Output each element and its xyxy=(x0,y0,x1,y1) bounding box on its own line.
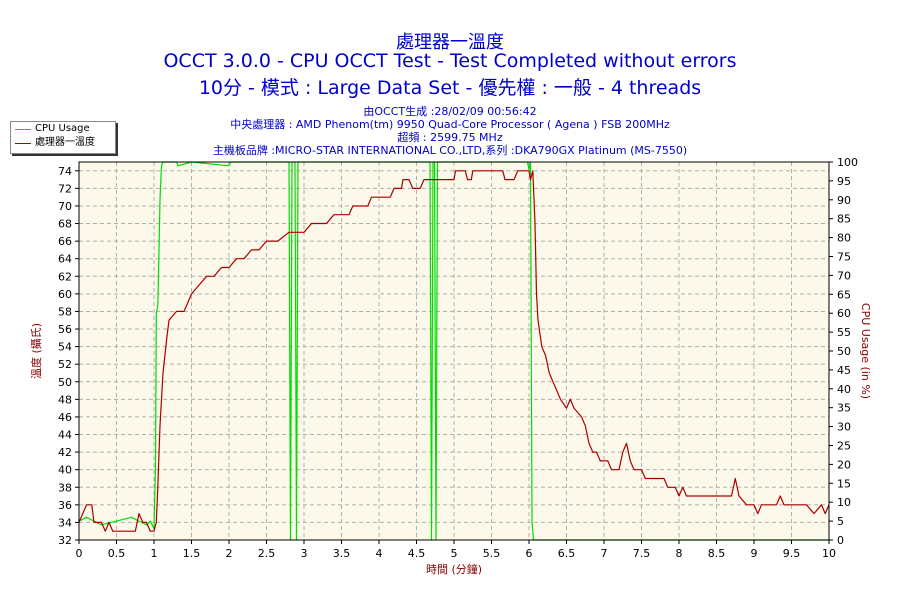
chart-title-line3: 10分 - 模式 : Large Data Set - 優先權 : 一般 - 4… xyxy=(198,77,702,99)
x-axis-label: 時間 (分鐘) xyxy=(426,562,482,576)
x-tick-label: 3.5 xyxy=(333,547,351,560)
legend-label-cpu-usage: CPU Usage xyxy=(35,123,90,134)
chart-title-line1: 處理器一溫度 xyxy=(396,32,504,53)
line-cpu-usage xyxy=(78,161,829,541)
y-left-tick-label: 74 xyxy=(58,165,72,178)
y-left-tick-label: 66 xyxy=(58,235,72,248)
legend-label-temperature: 處理器一溫度 xyxy=(35,137,95,148)
y-left-tick-label: 64 xyxy=(58,253,72,266)
info-motherboard: 主機板品牌 :MICRO-STAR INTERNATIONAL CO.,LTD,… xyxy=(212,144,688,157)
y-right-tick-label: 35 xyxy=(837,402,851,415)
y-left-tick-label: 62 xyxy=(58,270,72,283)
x-tick-label: 8 xyxy=(676,547,683,560)
axes: 0 0.5 1 1.5 2 2.5 3 3.5 4 4.5 5 5.5 6 6.5 7 7.5 8 8.5 9 9.5… xyxy=(29,156,872,576)
grid-lines xyxy=(79,162,829,540)
series-temperature xyxy=(78,170,830,532)
y-left-tick-label: 52 xyxy=(58,358,72,371)
info-generated: 由OCCT生成 :28/02/09 00:56:42 xyxy=(363,105,537,118)
legend-swatch-temperature xyxy=(15,143,31,144)
x-tick-label: 0 xyxy=(76,547,83,560)
y-left-tick-label: 58 xyxy=(58,305,72,318)
info-clock: 超頻 : 2599.75 MHz xyxy=(397,131,503,144)
legend-swatch-cpu-usage xyxy=(15,129,31,130)
x-tick-label: 0.5 xyxy=(108,547,126,560)
y-left-tick-label: 38 xyxy=(58,481,72,494)
y-left-tick-label: 32 xyxy=(58,534,72,547)
y-left-tick-label: 54 xyxy=(58,341,72,354)
x-tick-label: 9 xyxy=(751,547,758,560)
x-tick-label: 1.5 xyxy=(183,547,201,560)
chart-title-line2: OCCT 3.0.0 - CPU OCCT Test - Test Comple… xyxy=(163,50,737,72)
legend-item-temperature: 處理器一溫度 xyxy=(11,136,115,150)
y-left-tick-label: 48 xyxy=(58,393,72,406)
y-left-tick-label: 72 xyxy=(58,182,72,195)
x-tick-label: 7 xyxy=(601,547,608,560)
y-left-tick-label: 60 xyxy=(58,288,72,301)
x-tick-label: 6 xyxy=(526,547,533,560)
y-right-tick-label: 65 xyxy=(837,288,851,301)
x-tick-label: 4 xyxy=(376,547,383,560)
y-right-tick-label: 80 xyxy=(837,232,851,245)
x-tick-label: 10 xyxy=(822,547,836,560)
y-left-tick-label: 68 xyxy=(58,218,72,231)
x-tick-label: 8.5 xyxy=(708,547,726,560)
y-right-tick-label: 45 xyxy=(837,364,851,377)
y-right-tick-label: 100 xyxy=(837,156,858,169)
y-left-tick-label: 42 xyxy=(58,446,72,459)
x-tick-label: 5 xyxy=(451,547,458,560)
x-tick-label: 7.5 xyxy=(633,547,651,560)
y-left-axis-label: 溫度 (攝氏) xyxy=(29,323,43,379)
y-right-tick-label: 5 xyxy=(837,515,844,528)
y-right-tick-label: 25 xyxy=(837,440,851,453)
x-tick-label: 2.5 xyxy=(258,547,276,560)
y-left-tick-label: 40 xyxy=(58,464,72,477)
x-tick-label: 2 xyxy=(226,547,233,560)
y-right-tick-label: 75 xyxy=(837,251,851,264)
x-tick-label: 3 xyxy=(301,547,308,560)
y-right-tick-label: 30 xyxy=(837,421,851,434)
y-right-tick-label: 90 xyxy=(837,194,851,207)
y-left-tick-label: 56 xyxy=(58,323,72,336)
y-right-tick-label: 50 xyxy=(837,345,851,358)
y-left-tick-label: 70 xyxy=(58,200,72,213)
y-left-tick-label: 44 xyxy=(58,429,72,442)
y-right-tick-label: 60 xyxy=(837,307,851,320)
y-right-tick-label: 85 xyxy=(837,213,851,226)
y-left-tick-label: 50 xyxy=(58,376,72,389)
x-tick-label: 6.5 xyxy=(558,547,576,560)
legend-item-cpu-usage: CPU Usage xyxy=(11,122,115,136)
x-tick-label: 5.5 xyxy=(483,547,501,560)
series-cpu-usage xyxy=(78,161,829,541)
y-right-tick-label: 10 xyxy=(837,496,851,509)
line-temperature xyxy=(78,170,830,532)
y-right-tick-label: 40 xyxy=(837,383,851,396)
y-left-tick-label: 34 xyxy=(58,516,72,529)
chart-legend: CPU Usage 處理器一溫度 xyxy=(10,121,116,154)
info-cpu: 中央處理器 : AMD Phenom(tm) 9950 Quad-Core Pr… xyxy=(230,118,670,131)
y-right-tick-label: 95 xyxy=(837,175,851,188)
y-right-tick-label: 15 xyxy=(837,477,851,490)
y-right-tick-label: 70 xyxy=(837,269,851,282)
y-right-axis-label: CPU Usage (in %) xyxy=(859,303,872,399)
x-tick-label: 1 xyxy=(151,547,158,560)
y-right-tick-label: 55 xyxy=(837,326,851,339)
x-tick-label: 4.5 xyxy=(408,547,426,560)
y-left-tick-label: 46 xyxy=(58,411,72,424)
y-left-tick-label: 36 xyxy=(58,499,72,512)
x-tick-label: 9.5 xyxy=(783,547,801,560)
y-right-tick-label: 20 xyxy=(837,458,851,471)
y-right-tick-label: 0 xyxy=(837,534,844,547)
